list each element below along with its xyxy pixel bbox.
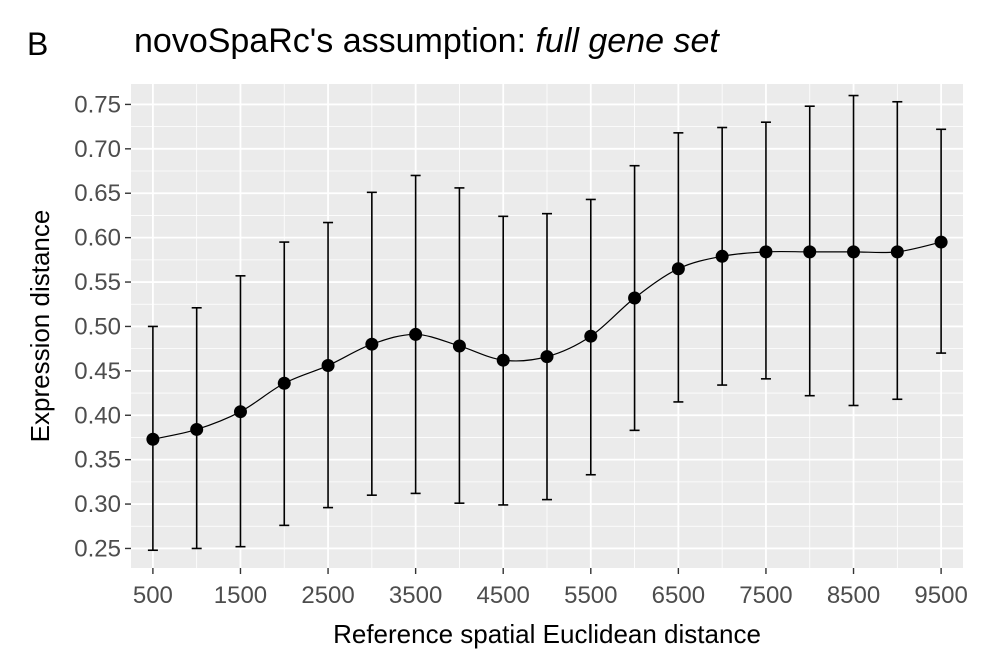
data-point <box>190 422 204 436</box>
data-point <box>584 329 598 343</box>
y-tick-label: 0.30 <box>74 491 121 518</box>
x-tick-label: 1500 <box>214 582 267 609</box>
data-point <box>803 245 817 259</box>
x-tick-label: 5500 <box>564 582 617 609</box>
panel-label: B <box>27 26 49 62</box>
data-point <box>934 235 948 249</box>
data-points <box>146 235 948 446</box>
x-axis-ticks: 500 1500 2500 3500 4500 5500 6500 7500 8500 9500 <box>133 568 968 609</box>
y-tick-label: 0.35 <box>74 447 121 474</box>
chart-title-emphasis: full gene set <box>535 22 719 60</box>
y-tick-label: 0.55 <box>74 269 121 296</box>
y-tick-label: 0.50 <box>74 313 121 340</box>
chart-title: novoSpaRc's assumption: full gene set <box>134 22 719 61</box>
x-tick-label: 7500 <box>739 582 792 609</box>
x-tick-label: 8500 <box>827 582 880 609</box>
x-tick-label: 9500 <box>914 582 967 609</box>
chart-title-prefix: novoSpaRc's assumption: <box>134 22 536 60</box>
y-tick-label: 0.75 <box>74 91 121 118</box>
y-axis-ticks: 0.25 0.30 0.35 0.40 0.45 0.50 0.55 0.60 0.65 0.70… <box>74 91 131 562</box>
x-tick-label: 3500 <box>389 582 442 609</box>
data-point <box>321 359 335 373</box>
x-axis-title: Reference spatial Euclidean distance <box>333 619 761 649</box>
x-tick-label: 4500 <box>477 582 530 609</box>
data-point <box>452 339 466 353</box>
data-point <box>628 291 642 305</box>
y-tick-label: 0.65 <box>74 180 121 207</box>
data-point <box>409 327 423 341</box>
data-point <box>233 405 247 419</box>
data-point <box>496 353 510 367</box>
x-tick-label: 2500 <box>301 582 354 609</box>
data-point <box>277 376 291 390</box>
x-tick-label: 6500 <box>652 582 705 609</box>
data-point <box>540 350 554 364</box>
y-tick-label: 0.25 <box>74 535 121 562</box>
data-point <box>146 432 160 446</box>
data-point <box>365 337 379 351</box>
y-tick-label: 0.45 <box>74 358 121 385</box>
data-point <box>847 245 861 259</box>
y-tick-label: 0.60 <box>74 225 121 252</box>
x-tick-label: 500 <box>133 582 173 609</box>
y-axis-title: Expression distance <box>25 210 55 443</box>
data-point <box>890 245 904 259</box>
data-point <box>759 245 773 259</box>
y-tick-label: 0.40 <box>74 402 121 429</box>
data-point <box>671 262 685 276</box>
y-tick-label: 0.70 <box>74 136 121 163</box>
data-point <box>715 249 729 263</box>
